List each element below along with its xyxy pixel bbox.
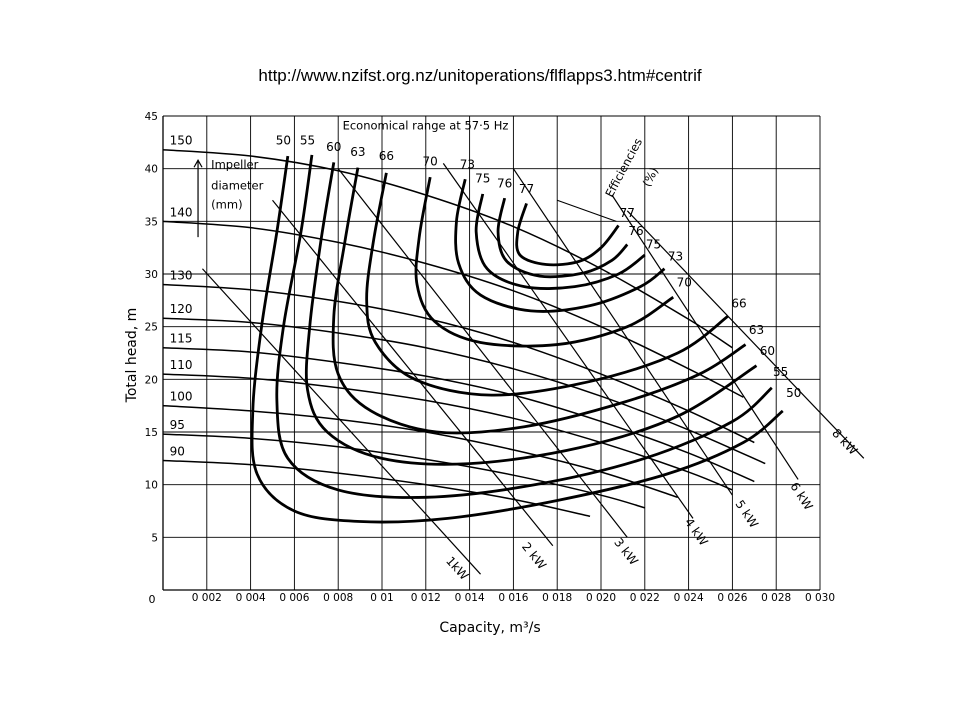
- efficiency-top-label: 55: [300, 133, 315, 147]
- source-url-caption: http://www.nzifst.org.nz/unitoperations/…: [258, 66, 702, 85]
- annotations: Economical range at 57·5 Hz Impeller diame…: [193, 119, 661, 238]
- efficiency-bracket-line: [557, 199, 617, 222]
- chart-annotation: Impeller: [211, 158, 258, 172]
- x-tick-label: 0 006: [279, 592, 309, 604]
- chart-annotation: diameter: [211, 179, 263, 193]
- chart-annotation: (mm): [211, 198, 242, 212]
- x-tick-label: 0 022: [630, 592, 660, 604]
- head-curve-95: [162, 433, 646, 509]
- x-origin-label: 0: [149, 593, 156, 606]
- efficiency-curve-55: [275, 154, 773, 499]
- power-line-label: 4 kW: [682, 515, 711, 548]
- efficiency-top-label: 66: [379, 149, 394, 163]
- efficiency-top-label: 60: [326, 140, 341, 154]
- impeller-diameter-label: 115: [170, 332, 193, 346]
- power-line-label: 2 kW: [519, 540, 549, 572]
- y-tick-label: 35: [145, 216, 158, 228]
- power-line-label: 1kW: [443, 554, 471, 583]
- efficiency-end-label: 50: [786, 386, 801, 400]
- x-tick-label: 0 002: [192, 592, 222, 604]
- efficiency-end-label: 66: [731, 297, 746, 311]
- impeller-diameter-label: 150: [170, 134, 193, 148]
- efficiency-curve-70: [414, 176, 675, 348]
- head-curve-150: [162, 148, 733, 349]
- x-tick-label: 0 016: [498, 592, 528, 604]
- impeller-diameter-label: 120: [170, 302, 193, 316]
- power-line-4kW: [442, 163, 694, 519]
- y-tick-label: 15: [145, 427, 158, 439]
- efficiency-end-label: 73: [668, 249, 683, 263]
- x-tick-label: 0 012: [411, 592, 441, 604]
- axis-ticks: 0 002 0 004 0 006 0 008 0 01 0 012 0 014 0 016 0…: [145, 111, 835, 606]
- power-line-5kW: [512, 168, 733, 496]
- y-axis-title: Total head, m: [124, 308, 140, 404]
- power-line-label: 3 kW: [611, 535, 641, 568]
- efficiency-top-label: 70: [423, 155, 438, 169]
- efficiency-end-label: 75: [646, 238, 661, 252]
- x-axis-title: Capacity, m³/s: [439, 620, 540, 636]
- efficiency-curve-77: [515, 202, 620, 267]
- efficiency-end-label: 63: [749, 323, 764, 337]
- impeller-diameter-label: 90: [170, 444, 185, 458]
- efficiency-curve-76: [496, 197, 629, 279]
- power-line-2kW: [272, 199, 554, 547]
- efficiency-top-label: 73: [460, 158, 475, 172]
- diameter-arrow-head: [193, 159, 203, 168]
- power-line-label: 8 kW: [829, 426, 860, 458]
- power-line-8kW: [626, 210, 865, 459]
- chart-annotation: Efficiencies: [602, 136, 645, 200]
- x-tick-label: 0 018: [542, 592, 572, 604]
- impeller-diameter-label: 95: [170, 418, 185, 432]
- x-tick-label: 0 024: [674, 592, 704, 604]
- efficiency-top-label: 63: [350, 145, 365, 159]
- y-tick-label: 25: [145, 322, 158, 334]
- power-line-6kW: [611, 194, 799, 480]
- grid: [162, 115, 821, 591]
- chart-annotation: Economical range at 57·5 Hz: [343, 119, 509, 133]
- x-tick-label: 0 014: [455, 592, 485, 604]
- efficiency-end-label: 60: [760, 344, 775, 358]
- impeller-diameter-label: 100: [170, 390, 193, 404]
- y-tick-label: 45: [145, 111, 158, 123]
- head-curve-120: [162, 317, 766, 465]
- y-tick-label: 40: [145, 164, 158, 176]
- x-tick-label: 0 026: [717, 592, 747, 604]
- efficiency-top-label: 75: [475, 171, 490, 185]
- y-tick-label: 30: [145, 269, 158, 281]
- efficiency-curve-73: [454, 178, 666, 313]
- efficiency-end-label: 70: [677, 276, 692, 290]
- x-tick-label: 0 020: [586, 592, 616, 604]
- head-curve-130: [162, 283, 755, 444]
- impeller-diameter-label: 130: [170, 269, 193, 283]
- power-line-3kW: [337, 168, 628, 538]
- efficiency-curve-50: [250, 155, 784, 524]
- x-tick-label: 0 008: [323, 592, 353, 604]
- x-tick-label: 0 030: [805, 592, 835, 604]
- x-tick-label: 0 01: [370, 592, 393, 604]
- efficiency-top-label: 50: [276, 133, 291, 147]
- efficiency-curve-75: [474, 193, 646, 290]
- efficiency-end-label: 77: [620, 206, 635, 220]
- x-tick-label: 0 004: [236, 592, 266, 604]
- y-tick-label: 10: [145, 480, 158, 492]
- impeller-diameter-label: 140: [170, 205, 193, 219]
- y-tick-label: 5: [151, 532, 158, 544]
- y-tick-label: 20: [145, 374, 158, 386]
- efficiency-top-label: 76: [497, 177, 512, 191]
- impeller-diameter-label: 110: [170, 358, 193, 372]
- x-tick-label: 0 028: [761, 592, 791, 604]
- power-line-1kW: [201, 268, 481, 575]
- efficiency-curve-66: [365, 172, 729, 397]
- power-line-label: 5 kW: [732, 498, 761, 531]
